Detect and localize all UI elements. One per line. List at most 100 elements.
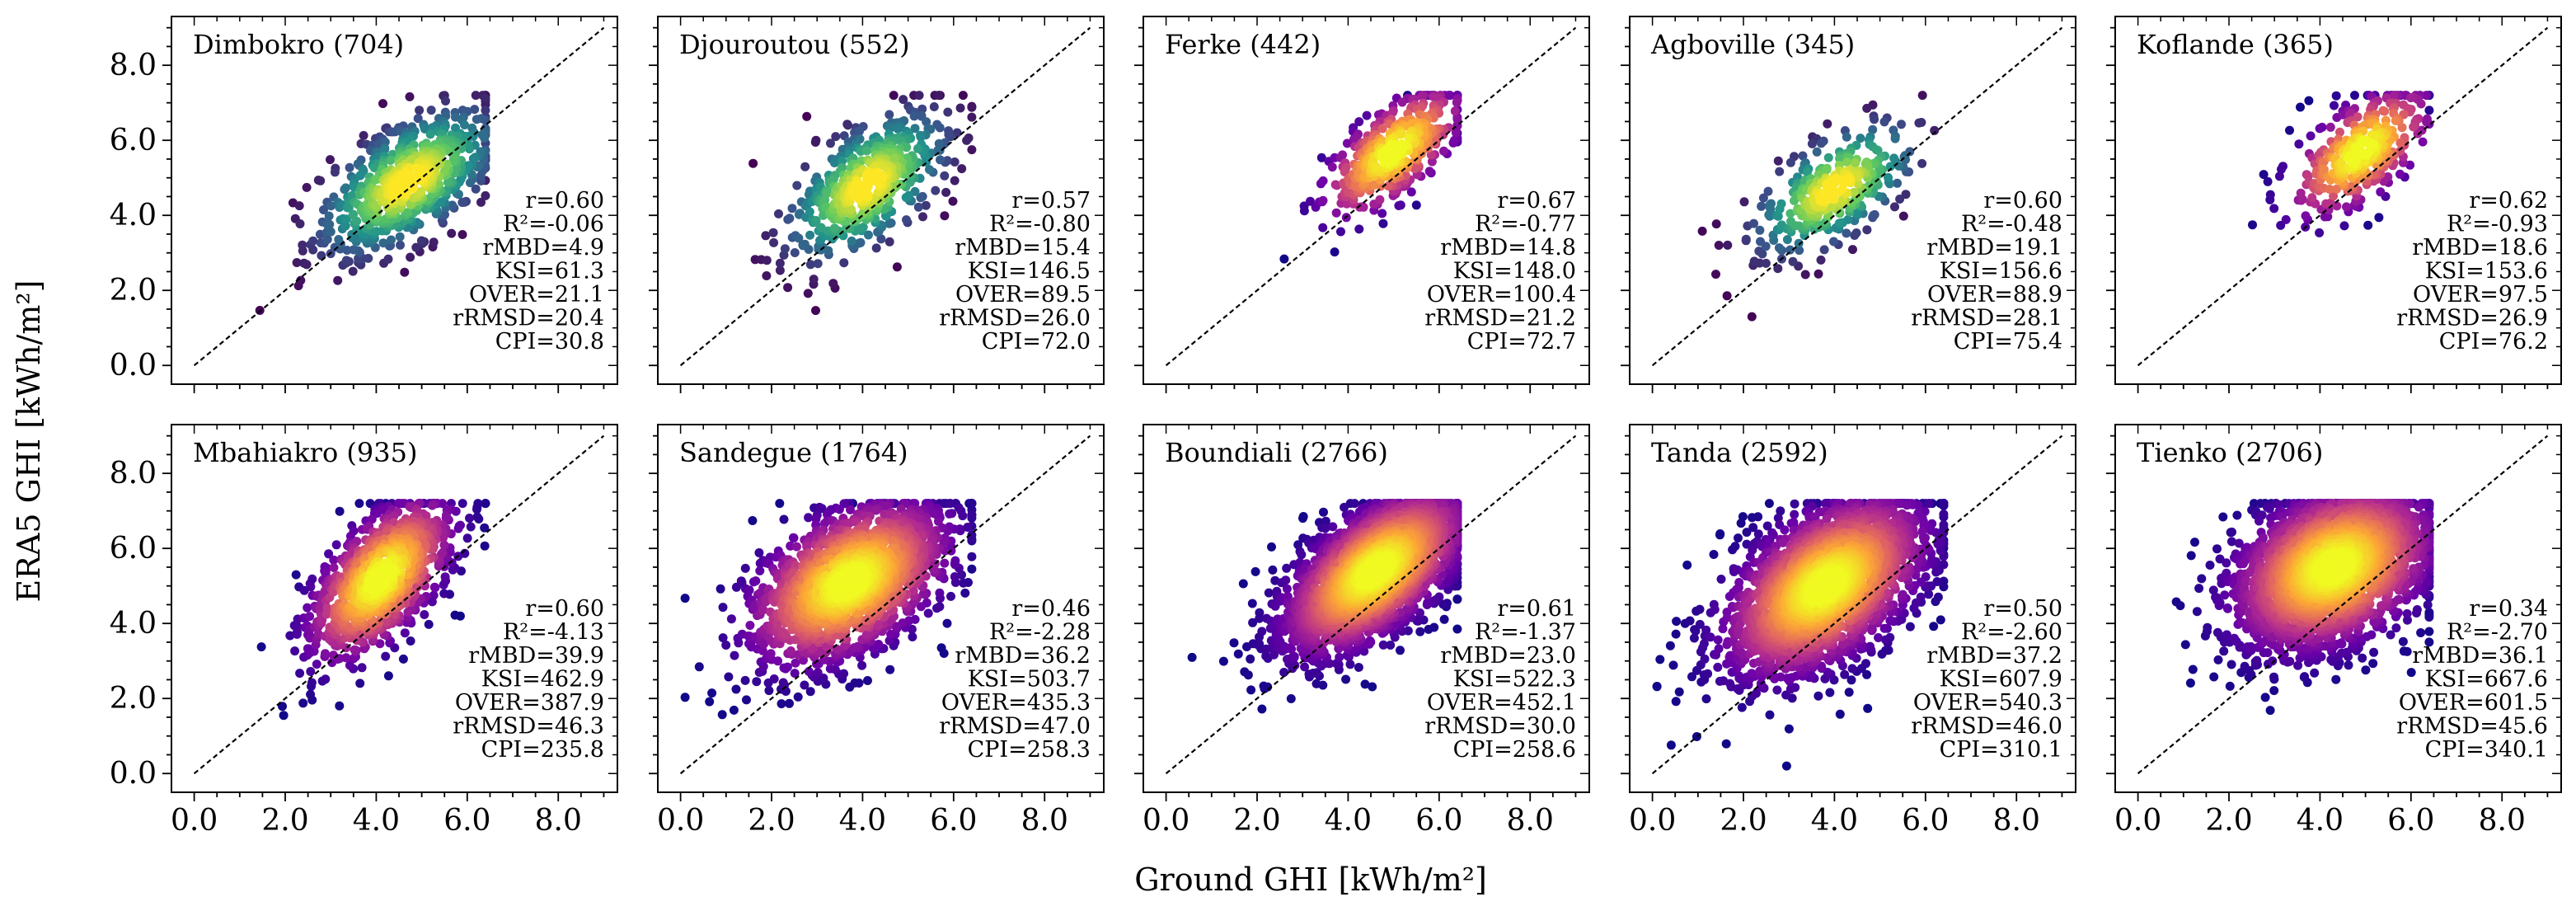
data-point <box>963 523 973 532</box>
data-point <box>726 614 736 624</box>
data-point <box>2325 122 2335 132</box>
data-point <box>960 588 970 598</box>
data-point <box>1823 153 1833 162</box>
panel-title: Agboville (345) <box>1650 29 1855 60</box>
data-point <box>769 237 779 247</box>
data-point <box>298 698 308 708</box>
plot-frame <box>1629 16 2076 385</box>
data-point <box>1443 91 1453 101</box>
data-point <box>1318 195 1328 205</box>
data-point <box>372 175 382 184</box>
stat-label: OVER=89.5 <box>955 282 1091 308</box>
data-point <box>1807 139 1817 148</box>
data-point <box>779 514 789 524</box>
data-point <box>950 556 960 566</box>
data-point <box>421 511 431 521</box>
data-point <box>850 678 860 688</box>
data-point <box>1377 209 1387 218</box>
data-point <box>828 174 838 184</box>
data-point <box>413 114 423 124</box>
data-point <box>306 689 316 699</box>
data-point <box>2335 127 2344 137</box>
data-point <box>936 643 946 653</box>
data-point <box>2263 176 2273 186</box>
data-point <box>1354 224 1364 234</box>
data-point <box>340 183 350 193</box>
data-point <box>2331 91 2341 101</box>
data-point <box>1378 218 1388 228</box>
stat-label: rMBD=39.9 <box>468 643 604 669</box>
data-point <box>831 132 841 142</box>
data-point <box>305 612 315 622</box>
data-point <box>817 504 827 514</box>
data-point <box>1739 197 1749 207</box>
data-point <box>718 603 728 613</box>
data-point <box>792 181 802 190</box>
y-tick-label: 2.0 <box>110 682 157 716</box>
data-point <box>861 179 870 189</box>
data-point <box>405 92 415 101</box>
data-point <box>1755 258 1765 268</box>
data-point <box>935 588 945 598</box>
y-axis-label: ERA5 GHI [kWh/m²] <box>11 280 47 603</box>
data-point <box>1795 246 1804 256</box>
data-point <box>823 510 832 519</box>
data-point <box>2370 131 2380 141</box>
data-point <box>778 678 788 688</box>
data-point <box>934 91 944 101</box>
scatter-panel-4: Agboville (345)r=0.60R²=-0.48rMBD=19.1KS… <box>1621 16 2076 393</box>
data-point <box>1879 117 1889 127</box>
data-point <box>326 155 335 165</box>
data-point <box>1828 185 1838 195</box>
data-point <box>2339 221 2349 231</box>
data-point <box>789 533 799 542</box>
data-point <box>329 563 339 572</box>
data-point <box>804 667 814 676</box>
data-point <box>1451 128 1461 138</box>
data-point <box>2424 106 2434 115</box>
stat-label: R²=-0.06 <box>503 212 604 237</box>
data-point <box>863 676 872 685</box>
data-point <box>348 266 358 276</box>
plot-frame <box>171 16 618 385</box>
data-point <box>839 258 849 268</box>
data-point <box>2325 185 2334 194</box>
data-point <box>731 684 741 694</box>
data-point <box>1316 153 1326 162</box>
data-point <box>871 243 881 253</box>
data-point <box>800 162 810 171</box>
data-point <box>754 548 764 557</box>
data-point <box>803 289 813 298</box>
data-point <box>874 619 884 629</box>
data-point <box>846 505 855 514</box>
data-point <box>862 146 871 156</box>
data-point <box>777 699 786 709</box>
data-point <box>1452 97 1462 107</box>
data-point <box>1388 148 1398 157</box>
data-point <box>321 649 330 659</box>
data-point <box>335 701 345 711</box>
data-point <box>1930 125 1940 135</box>
data-point <box>1424 167 1434 176</box>
data-point <box>2306 131 2316 141</box>
data-point <box>748 158 758 168</box>
data-point <box>1823 119 1832 129</box>
stat-label: rMBD=19.1 <box>1926 235 2062 261</box>
data-point <box>967 499 977 509</box>
data-point <box>1450 106 1460 116</box>
data-point <box>333 275 343 285</box>
data-point <box>1749 218 1758 228</box>
data-point <box>940 211 950 221</box>
data-point <box>378 238 388 248</box>
data-point <box>1741 234 1751 244</box>
data-point <box>1714 241 1724 250</box>
data-point <box>382 617 392 627</box>
data-point <box>752 677 762 687</box>
data-point <box>1439 146 1448 156</box>
data-point <box>1851 158 1860 168</box>
plot-frame <box>2114 16 2562 385</box>
data-point <box>958 511 968 521</box>
stat-label: r=0.60 <box>525 596 604 622</box>
stat-label: CPI=72.0 <box>982 329 1091 355</box>
